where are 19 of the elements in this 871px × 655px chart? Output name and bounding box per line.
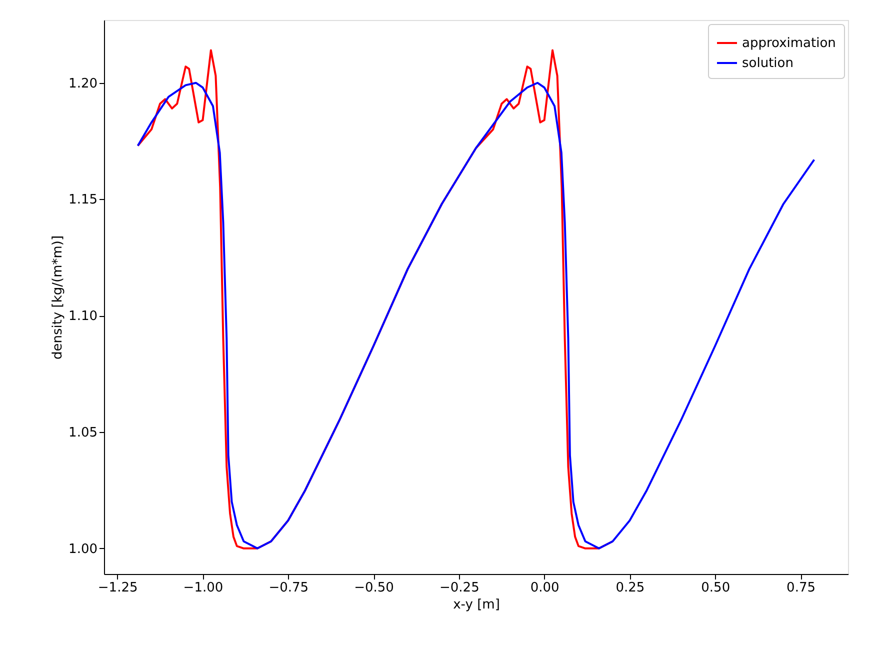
x-axis-title: x-y [m] bbox=[453, 598, 500, 612]
legend-label: approximation bbox=[742, 36, 836, 51]
x-tick-label: −0.75 bbox=[268, 580, 309, 596]
y-tick-label: 1.05 bbox=[68, 426, 98, 441]
x-tick-label: −1.00 bbox=[183, 580, 224, 596]
x-tick-label: −0.50 bbox=[354, 580, 394, 596]
line-series bbox=[136, 82, 816, 550]
x-tick-label: 0.75 bbox=[786, 580, 816, 596]
x-tick-label: 0.00 bbox=[530, 580, 560, 596]
x-tick-label: −1.25 bbox=[98, 580, 138, 596]
x-tick-label: 0.50 bbox=[701, 580, 730, 596]
y-axis-title: density [kg/(m*m)] bbox=[50, 235, 66, 360]
x-tick-label: −0.25 bbox=[440, 580, 480, 596]
legend-label: solution bbox=[742, 56, 794, 71]
y-tick-label: 1.20 bbox=[68, 76, 98, 92]
y-tick-label: 1.00 bbox=[68, 542, 98, 557]
x-tick-label: 0.25 bbox=[616, 580, 645, 596]
y-tick-label: 1.15 bbox=[68, 192, 98, 208]
y-tick-label: 1.10 bbox=[68, 309, 98, 324]
